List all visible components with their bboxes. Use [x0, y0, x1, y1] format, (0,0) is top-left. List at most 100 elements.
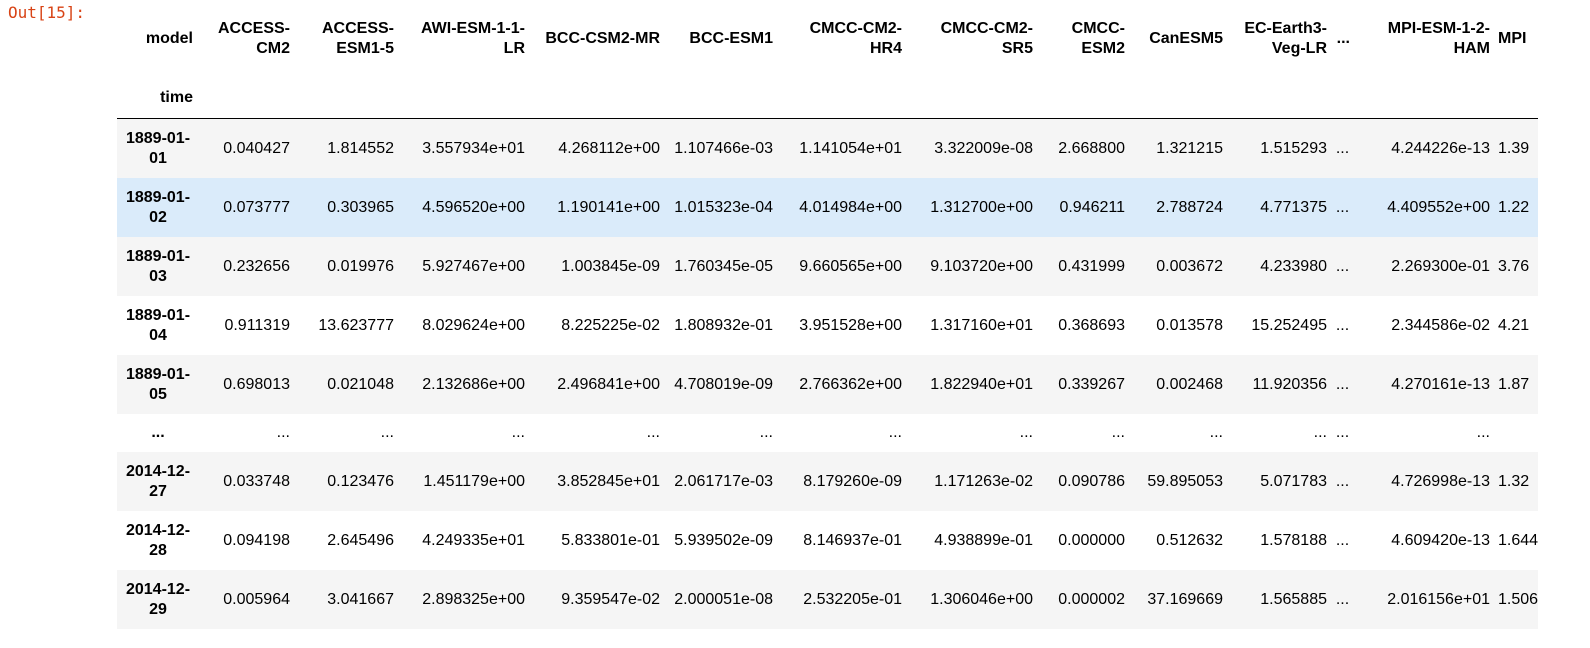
data-cell: 4.014984e+00	[799, 198, 902, 216]
column-header: CMCC-CM2-SR5	[940, 19, 1033, 57]
data-cell: 4.609420e-13	[1391, 531, 1490, 549]
column-header: BCC-ESM1	[689, 29, 773, 47]
data-cell: 1.808932e-01	[674, 316, 773, 334]
ellipsis-cell: ...	[1335, 590, 1350, 608]
ellipsis-row: .......................................	[117, 414, 1538, 452]
table-row: 1889-01-02 0.073777 0.303965 4.596520e+00 1.…	[117, 178, 1538, 237]
data-cell: 4.726998e-13	[1391, 472, 1490, 490]
row-index-cell: 1889-01-01	[125, 129, 191, 167]
data-cell: 1.506	[1498, 590, 1538, 608]
table-row: 1889-01-04 0.911319 13.623777 8.029624e+00 8…	[117, 296, 1538, 355]
table-row: 1889-01-01 0.040427 1.814552 3.557934e+01 4.…	[117, 118, 1538, 178]
index-name-header: model	[145, 29, 193, 47]
table-row: 2014-12-28 0.094198 2.645496 4.249335e+01 5.…	[117, 511, 1538, 570]
data-cell: 1.451179e+00	[423, 472, 525, 490]
data-cell	[1494, 414, 1538, 452]
data-cell: 1.515293	[1260, 139, 1327, 157]
data-cell: 9.103720e+00	[930, 257, 1033, 275]
data-cell: 1.015323e-04	[674, 198, 773, 216]
row-index-cell: 1889-01-04	[125, 306, 191, 344]
data-cell: 2.496841e+00	[557, 375, 660, 393]
data-cell: 0.033748	[223, 472, 290, 490]
data-cell: 4.268112e+00	[558, 139, 660, 157]
row-index-cell: 2014-12-27	[125, 462, 191, 500]
data-cell: ...	[1476, 424, 1490, 441]
data-cell: 0.003672	[1156, 257, 1223, 275]
data-cell: 5.939502e-09	[674, 531, 773, 549]
ellipsis-cell: ...	[1335, 472, 1350, 490]
data-cell: ...	[759, 424, 773, 441]
row-index-cell: ...	[151, 424, 165, 441]
column-header-row: model ACCESS-CM2 ACCESS-ESM1-5 AWI-ESM-1…	[117, 0, 1538, 77]
data-cell: 1.87	[1498, 375, 1530, 393]
data-cell: 0.013578	[1156, 316, 1223, 334]
data-cell: 3.041667	[327, 590, 394, 608]
column-header: AWI-ESM-1-1-LR	[420, 19, 525, 57]
data-cell: 0.000002	[1058, 590, 1125, 608]
row-index-cell: 1889-01-03	[125, 247, 191, 285]
data-cell: 1.760345e-05	[674, 257, 773, 275]
dataframe-table: model ACCESS-CM2 ACCESS-ESM1-5 AWI-ESM-1…	[117, 0, 1538, 629]
dataframe-output: model ACCESS-CM2 ACCESS-ESM1-5 AWI-ESM-1…	[117, 0, 1538, 648]
data-cell: 1.32	[1498, 472, 1530, 490]
data-cell: 2.016156e+01	[1387, 590, 1490, 608]
data-cell: 2.788724	[1156, 198, 1223, 216]
column-header-ellipsis: ...	[1336, 29, 1350, 47]
row-index-cell: 2014-12-28	[125, 521, 191, 559]
data-cell: 4.249335e+01	[422, 531, 525, 549]
data-cell: 2.645496	[327, 531, 394, 549]
data-cell: 1.171263e-02	[934, 472, 1033, 490]
data-cell: 8.029624e+00	[422, 316, 525, 334]
data-cell: 1.565885	[1260, 590, 1327, 608]
data-cell: ...	[1313, 424, 1327, 441]
data-cell: 3.557934e+01	[422, 139, 525, 157]
data-cell: 1.190141e+00	[557, 198, 660, 216]
data-cell: ...	[1019, 424, 1033, 441]
table-row: 1889-01-03 0.232656 0.019976 5.927467e+00 1.…	[117, 237, 1538, 296]
data-cell: 1.003845e-09	[561, 257, 660, 275]
data-cell: 0.040427	[223, 139, 290, 157]
data-cell: 37.169669	[1147, 590, 1223, 608]
data-cell: 1.312700e+00	[930, 198, 1033, 216]
data-cell: 0.698013	[223, 375, 290, 393]
column-header: CMCC-ESM2	[1071, 19, 1125, 57]
column-header: EC-Earth3-Veg-LR	[1244, 19, 1327, 57]
data-cell: 2.766362e+00	[799, 375, 902, 393]
data-cell: 4.708019e-09	[674, 375, 773, 393]
column-header: MPI	[1498, 29, 1527, 47]
data-cell: 4.270161e-13	[1391, 375, 1490, 393]
data-cell: 1.822940e+01	[930, 375, 1033, 393]
data-cell: 1.814552	[327, 139, 394, 157]
data-cell: ...	[511, 424, 525, 441]
data-cell: 5.927467e+00	[422, 257, 525, 275]
column-header: CMCC-CM2-HR4	[809, 19, 902, 57]
data-cell: 0.000000	[1058, 531, 1125, 549]
data-cell: 3.951528e+00	[799, 316, 902, 334]
data-cell: 4.596520e+00	[422, 198, 525, 216]
data-cell: 0.232656	[223, 257, 290, 275]
data-cell: 1.644	[1498, 531, 1538, 549]
data-cell: 0.005964	[223, 590, 290, 608]
table-row: 1889-01-05 0.698013 0.021048 2.132686e+00 2.…	[117, 355, 1538, 414]
data-cell: 0.090786	[1058, 472, 1125, 490]
data-cell: 5.833801e-01	[561, 531, 660, 549]
column-header: CanESM5	[1149, 29, 1223, 47]
data-cell: 0.019976	[327, 257, 394, 275]
data-cell: ...	[380, 424, 394, 441]
data-cell: 0.021048	[327, 375, 394, 393]
data-cell: 0.431999	[1058, 257, 1125, 275]
ellipsis-cell: ...	[1335, 531, 1350, 549]
column-header: ACCESS-ESM1-5	[321, 19, 394, 57]
data-cell: 8.179260e-09	[803, 472, 902, 490]
data-cell: 8.146937e-01	[803, 531, 902, 549]
table-row: 2014-12-27 0.033748 0.123476 1.451179e+00 3.…	[117, 452, 1538, 511]
row-index-cell: 2014-12-29	[125, 580, 191, 618]
data-cell: 0.946211	[1059, 198, 1125, 216]
data-cell: 0.512632	[1156, 531, 1223, 549]
row-index-cell: 1889-01-05	[125, 365, 191, 403]
data-cell: 9.660565e+00	[799, 257, 902, 275]
data-cell: 1.321215	[1156, 139, 1223, 157]
data-cell: 0.368693	[1058, 316, 1125, 334]
data-cell: 1.578188	[1260, 531, 1327, 549]
data-cell: 3.852845e+01	[557, 472, 660, 490]
